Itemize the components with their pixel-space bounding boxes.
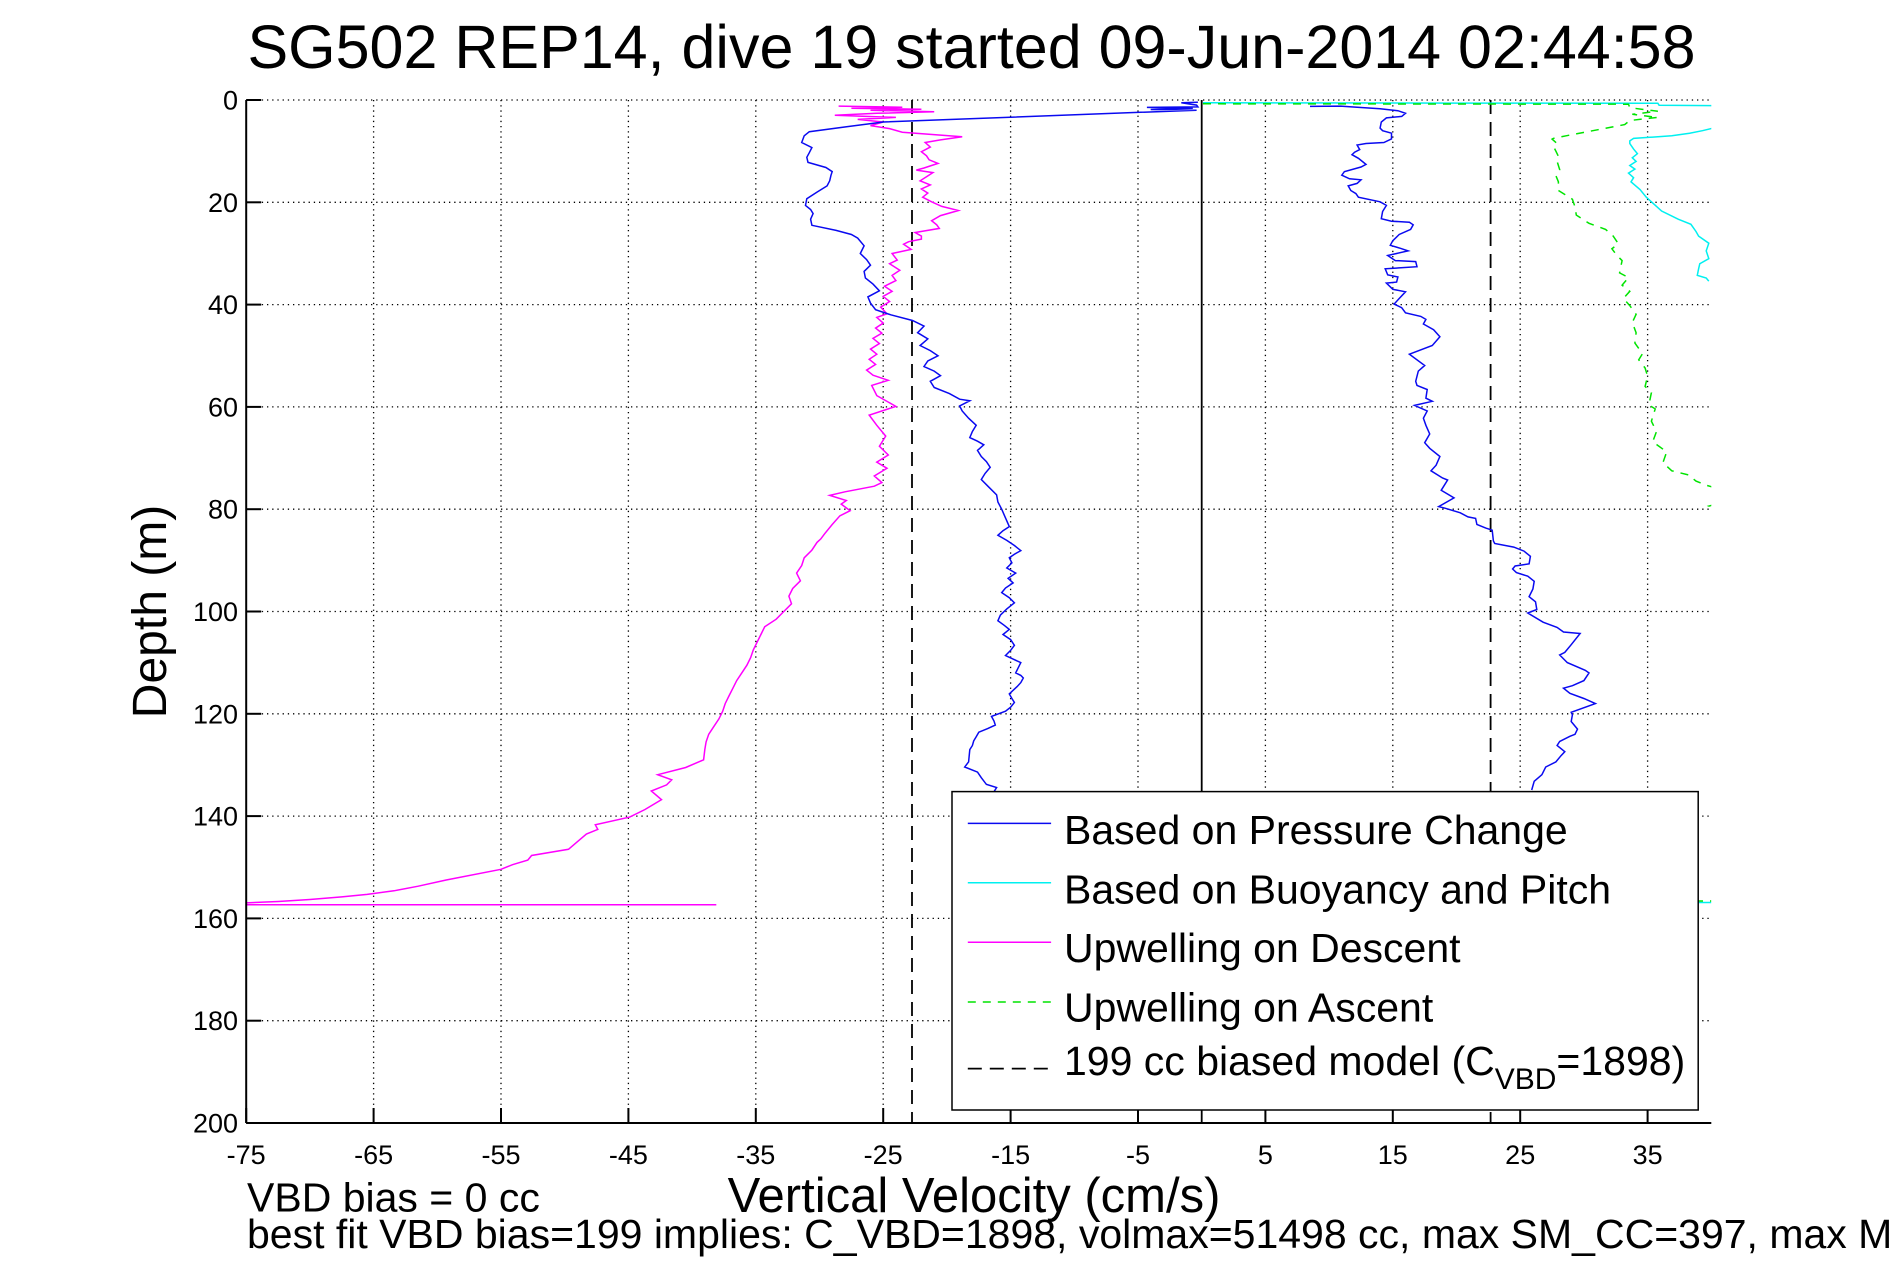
svg-text:35: 35 (1633, 1140, 1663, 1170)
svg-text:Depth (m): Depth (m) (124, 505, 177, 718)
svg-text:100: 100 (193, 597, 238, 627)
svg-text:120: 120 (193, 699, 238, 729)
svg-text:20: 20 (208, 188, 238, 218)
svg-text:160: 160 (193, 904, 238, 934)
svg-text:140: 140 (193, 802, 238, 832)
svg-text:Vertical Velocity (cm/s): Vertical Velocity (cm/s) (728, 1169, 1221, 1223)
svg-text:-15: -15 (991, 1140, 1030, 1170)
svg-text:80: 80 (208, 495, 238, 525)
svg-text:-45: -45 (609, 1140, 648, 1170)
svg-text:25: 25 (1505, 1140, 1535, 1170)
svg-text:VBD bias = 0 cc: VBD bias = 0 cc (247, 1174, 540, 1220)
svg-text:-65: -65 (354, 1140, 393, 1170)
svg-text:-35: -35 (736, 1140, 775, 1170)
svg-text:Upwelling on Ascent: Upwelling on Ascent (1064, 985, 1434, 1031)
svg-text:Based on Buoyancy and Pitch: Based on Buoyancy and Pitch (1064, 867, 1611, 913)
svg-text:Upwelling on Descent: Upwelling on Descent (1064, 925, 1461, 971)
svg-text:Based on Pressure Change: Based on Pressure Change (1064, 807, 1568, 853)
svg-text:60: 60 (208, 392, 238, 422)
svg-text:200: 200 (193, 1109, 238, 1139)
svg-text:0: 0 (223, 86, 238, 116)
svg-text:5: 5 (1258, 1140, 1273, 1170)
svg-text:-25: -25 (864, 1140, 903, 1170)
svg-text:best fit VBD bias=199 implies:: best fit VBD bias=199 implies: C_VBD=189… (247, 1211, 1891, 1257)
svg-text:-5: -5 (1126, 1140, 1150, 1170)
svg-text:180: 180 (193, 1006, 238, 1036)
svg-text:15: 15 (1378, 1140, 1408, 1170)
svg-text:40: 40 (208, 290, 238, 320)
svg-text:-55: -55 (481, 1140, 520, 1170)
svg-text:SG502 REP14, dive 19 started 0: SG502 REP14, dive 19 started 09-Jun-2014… (247, 13, 1695, 81)
svg-text:-75: -75 (227, 1140, 266, 1170)
